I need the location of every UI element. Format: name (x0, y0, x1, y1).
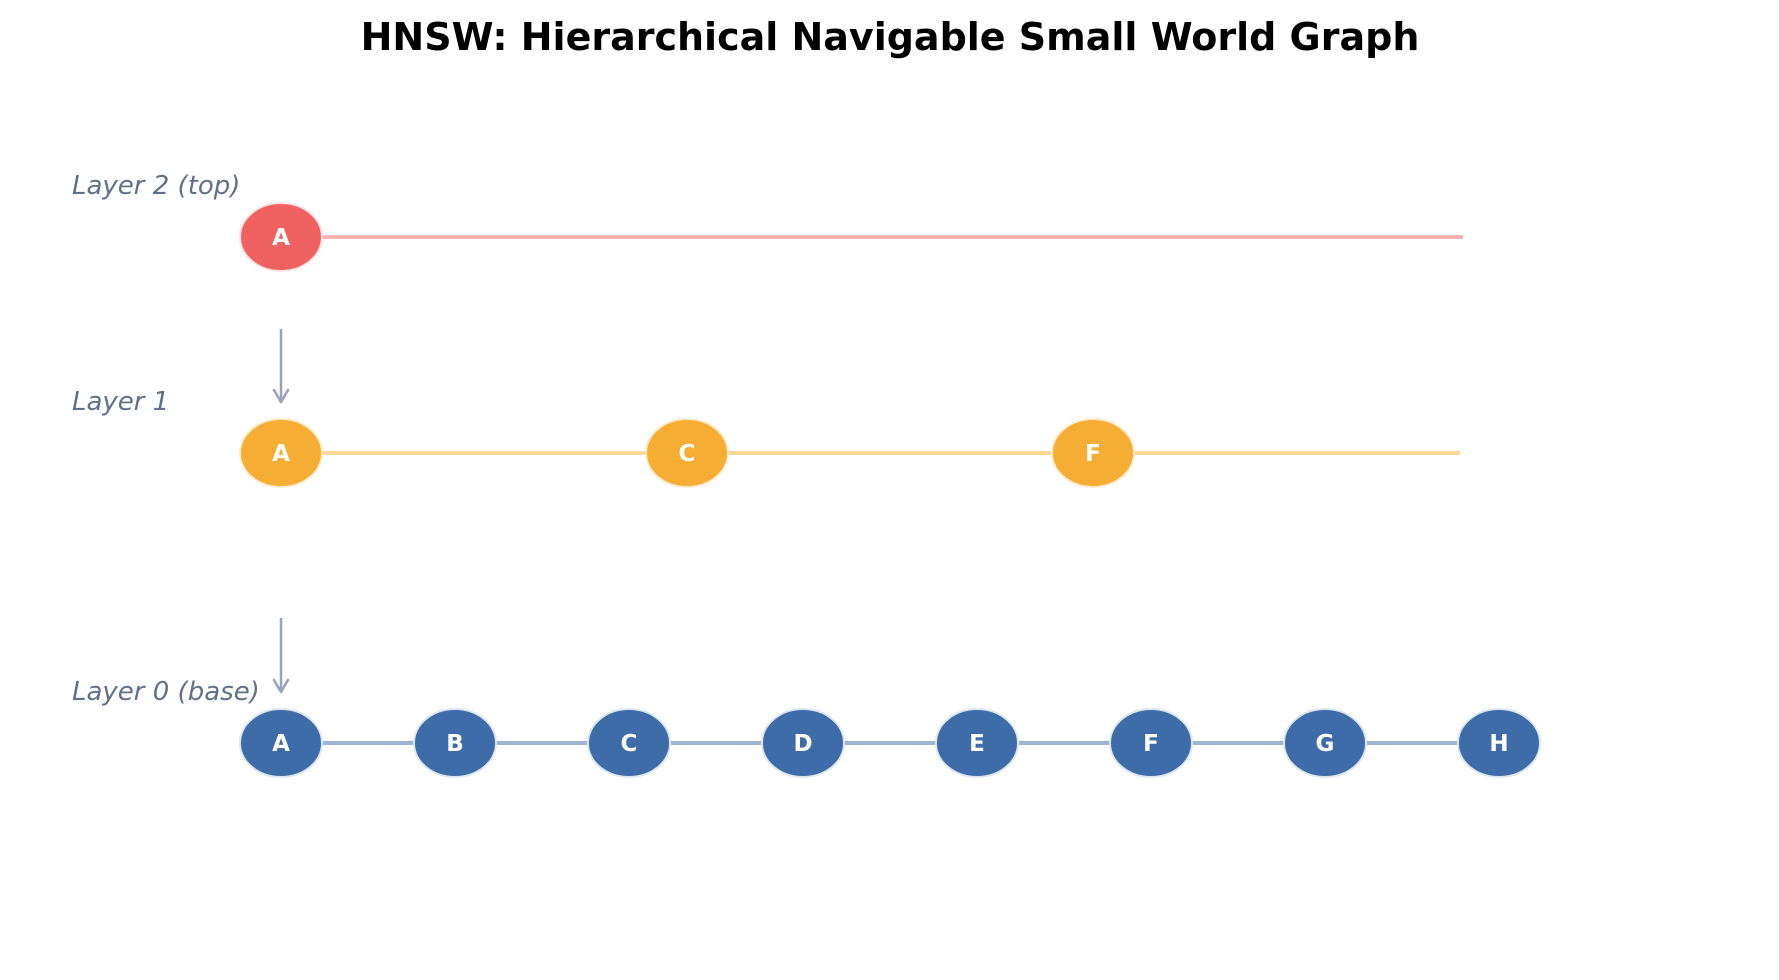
node-label: H (1489, 731, 1508, 757)
node-label: F (1143, 731, 1159, 757)
layer-0-node-f: F (1109, 708, 1193, 778)
node-label: E (969, 731, 985, 757)
layer-0-node-c: C (587, 708, 671, 778)
layer-0: Layer 0 (base) A B C D E F G (72, 677, 1541, 778)
layer-0-node-e: E (935, 708, 1019, 778)
layer-1-node-a: A (239, 418, 323, 488)
node-label: D (793, 731, 812, 757)
layer-1: Layer 1 A C F (72, 387, 1460, 488)
layer-1-node-f: F (1051, 418, 1135, 488)
layer-1-label: Layer 1 (72, 387, 169, 417)
layer-2: Layer 2 (top) A (72, 171, 1463, 272)
layer-2-label: Layer 2 (top) (72, 171, 240, 201)
node-label: A (272, 225, 290, 251)
layer-0-node-d: D (761, 708, 845, 778)
layer-0-node-h: H (1457, 708, 1541, 778)
node-label: B (446, 731, 464, 757)
node-label: C (679, 441, 696, 467)
node-label: F (1085, 441, 1101, 467)
node-label: C (621, 731, 638, 757)
layer-0-node-a: A (239, 708, 323, 778)
layer-0-node-b: B (413, 708, 497, 778)
layer-0-node-g: G (1283, 708, 1367, 778)
descend-arrow-icon (272, 618, 290, 694)
descend-arrow-icon (272, 329, 290, 404)
node-label: A (272, 441, 290, 467)
layer-1-node-c: C (645, 418, 729, 488)
diagram-title: HNSW: Hierarchical Navigable Small World… (361, 15, 1420, 59)
node-label: G (1316, 731, 1335, 757)
node-label: A (272, 731, 290, 757)
layer-2-node-a: A (239, 202, 323, 272)
layer-0-label: Layer 0 (base) (72, 677, 260, 707)
